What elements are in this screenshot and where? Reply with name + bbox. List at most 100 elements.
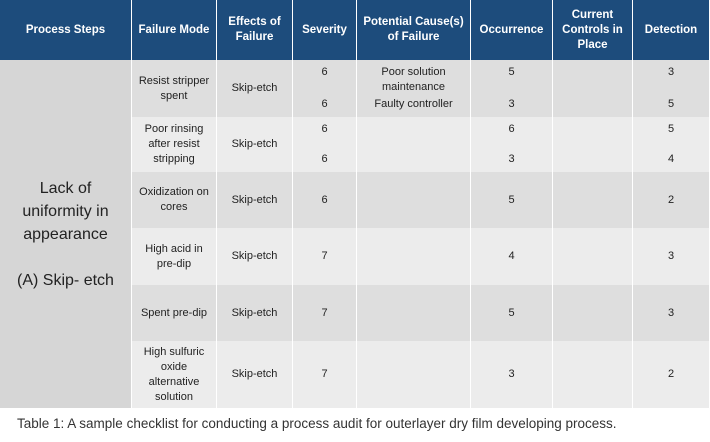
header-cell: Process Steps [0,0,132,60]
header-cell: Occurrence [471,0,553,60]
cell-text: 6 [508,123,515,135]
row-background [471,285,553,341]
cell-text: 3 [667,250,675,262]
table-cell: 7 [293,228,357,285]
table-cell: Skip-etch [217,60,293,117]
cell-text: 6 [321,193,328,206]
row-background [293,285,357,341]
cell-text: 5 [508,193,515,206]
header-cell: Failure Mode [132,0,217,60]
header-cell: Current Controls in Place [553,0,633,60]
cell-text: Spent pre-dip [140,306,208,319]
table-cell: 7 [293,341,357,408]
table-cell: 2 [633,341,710,408]
row-background [293,117,357,172]
cell-text: High sulfuric oxide alternative solution [143,345,205,403]
cell-text: Faulty controller [374,98,453,110]
table-cell: Poor rinsing after resist stripping [132,117,217,172]
cell-text: Skip-etch [231,138,278,150]
cell-text: 5 [508,66,515,78]
cell-text: Skip-etch [231,368,278,380]
cell-text: 7 [321,368,328,380]
cell-text: Poor solution maintenance [381,66,446,93]
table-cell: Poor solution maintenance Faulty controll… [357,60,471,117]
cell-text: 3 [667,66,675,78]
row-background [471,341,553,408]
cell-text: 4 [508,250,515,262]
row-background [553,285,633,341]
row-background [633,285,710,341]
row-background [471,172,553,228]
cell-text: 6 [321,153,328,165]
cell-text: Skip-etch [231,193,278,206]
cell-text: 6 [321,66,328,78]
header-cell: Effects of Failure [217,0,293,60]
cell-text: 7 [321,306,328,319]
cell-text: Resist stripper spent [138,74,210,102]
table-cell: Skip-etch [217,172,293,228]
cell-text: 5 [667,123,675,135]
row-background [217,228,293,285]
row-background [132,172,217,228]
row-background [293,341,357,408]
row-background [357,285,471,341]
table-cell: Skip-etch [217,228,293,285]
header-cell: Severity [293,0,357,60]
row-background [217,117,293,172]
table-cell: Skip-etch [217,285,293,341]
row-background [553,172,633,228]
row-background [633,172,710,228]
table-cell: Spent pre-dip [132,285,217,341]
table-cell: High acid in pre-dip [132,228,217,285]
cell-text: 3 [508,98,515,110]
row-background [553,341,633,408]
row-background [553,117,633,172]
table-cell: 3 [633,228,710,285]
row-background [217,285,293,341]
row-background [553,60,633,117]
cell-text: 2 [667,368,675,380]
cell-text: Poor rinsing after resist stripping [144,123,204,165]
row-background [471,228,553,285]
row-background [553,228,633,285]
cell-text: Skip-etch [231,82,278,94]
row-background [633,60,710,117]
cell-text: 6 [321,98,328,110]
cell-text: 5 [508,306,515,319]
table-cell: 5 [471,285,553,341]
cell-text: Skip-etch [231,306,278,319]
caption: Table 1: A sample checklist for conducti… [17,416,617,431]
row-background [471,117,553,172]
cell-text: Skip-etch [231,250,278,262]
table-cell: Skip-etch [217,117,293,172]
row-background [132,60,217,117]
process-step-text: (A) Skip- etch [17,271,114,289]
table-cell: 3 [633,285,710,341]
row-background [132,285,217,341]
cell-text: 2 [667,193,675,206]
cell-text: 4 [667,153,675,165]
header-cell: Detection [633,0,710,60]
process-step-text: Lack of uniformity in appearance [22,179,109,243]
header-cell: Potential Cause(s) of Failure [357,0,471,60]
table-cell: Oxidization on cores [132,172,217,228]
cell-text: 6 [321,123,328,135]
cell-text: Oxidization on cores [139,186,209,213]
cell-text: 3 [508,153,515,165]
table-cell: Resist stripper spent [132,60,217,117]
row-background [357,60,471,117]
process-step: Lack of uniformity in appearance (A) Ski… [0,60,132,408]
table-cell: 4 [471,228,553,285]
cell-text: 5 [667,98,675,110]
table-cell: 7 [293,285,357,341]
row-background [357,228,471,285]
table-cell: 2 [633,172,710,228]
table-cell: Skip-etch [217,341,293,408]
row-background [217,60,293,117]
